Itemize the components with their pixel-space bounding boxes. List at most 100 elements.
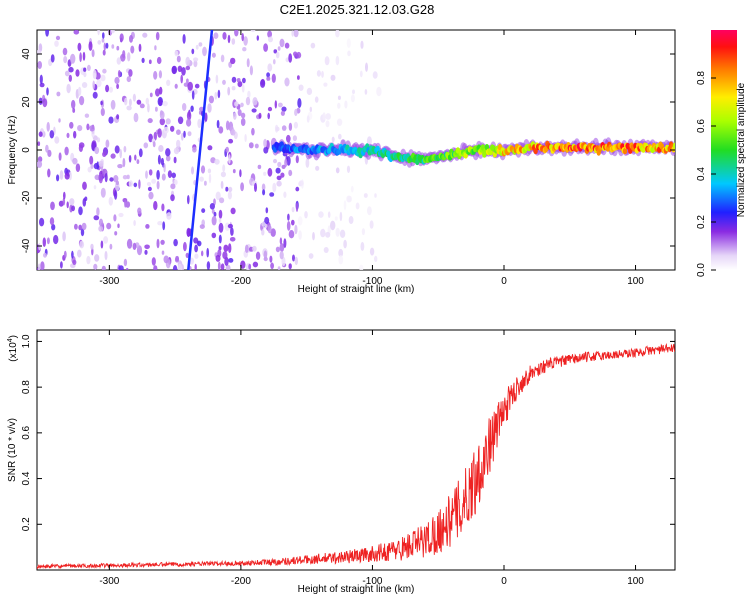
spectrogram-cell — [275, 167, 281, 174]
spectrogram-cell — [225, 264, 231, 270]
spectrogram-cell — [291, 206, 295, 213]
spectrogram-cell — [338, 255, 344, 265]
snr-scale-suffix: ) — [8, 335, 19, 338]
spectrogram-cell — [292, 135, 297, 142]
spectrogram-cell — [227, 34, 231, 44]
colorbar-tick-label: 0.4 — [696, 167, 707, 181]
spectrogram-cell — [294, 224, 298, 235]
spectrogram-cell — [176, 139, 181, 148]
spectrogram-cell — [193, 237, 199, 244]
spectrogram-cell — [225, 146, 229, 153]
spectrogram-cell — [257, 164, 262, 170]
spectrogram-cell — [323, 82, 328, 87]
spectrogram-cell — [128, 98, 132, 107]
spectrogram-cell — [218, 209, 223, 219]
spectrogram-cell — [227, 223, 233, 229]
spectrogram-cell — [225, 186, 229, 192]
spectrogram-cell — [122, 157, 126, 168]
spectrogram-cell — [96, 207, 100, 217]
spectrogram-cell — [309, 106, 312, 112]
spectrogram-cell — [305, 158, 310, 168]
spectrogram-cell — [170, 125, 175, 132]
spectrogram-cell — [194, 263, 197, 270]
y-tick-label: 0.4 — [21, 471, 32, 485]
spectrogram-cell — [157, 221, 163, 226]
spectrogram-cell — [173, 238, 178, 247]
y-tick-label: 0.6 — [21, 425, 32, 439]
spectrogram-cell — [71, 99, 76, 109]
spectrogram-cell — [87, 166, 92, 173]
spectrogram-cell — [279, 251, 284, 260]
spectrogram-cell — [37, 141, 41, 146]
spectrogram-cell — [254, 143, 259, 149]
spectrogram-cell — [161, 250, 165, 255]
y-tick-label: -20 — [21, 190, 32, 205]
spectrogram-cell — [298, 84, 304, 91]
spectrogram-cell — [92, 91, 98, 99]
spectrogram-cell — [171, 172, 176, 179]
spectrogram-cell — [84, 196, 88, 202]
spectrogram-cell — [248, 142, 254, 149]
spectrogram-cell — [98, 218, 104, 227]
spectrogram-cell — [185, 252, 189, 258]
spectrogram-cell — [267, 167, 273, 177]
spectrogram-cell — [127, 52, 131, 62]
spectrogram-cell — [239, 169, 242, 178]
spectrogram-cell — [93, 215, 100, 221]
spectrogram-cell — [153, 70, 158, 80]
spectrogram-cell — [130, 45, 135, 54]
spectrogram-cell — [294, 108, 298, 117]
colorbar-tick-label: 0.2 — [696, 215, 707, 229]
spectrogram-cell — [266, 72, 270, 78]
spectrogram-cell — [46, 237, 50, 245]
spectrogram-cell — [194, 83, 200, 89]
spectrogram-cell — [277, 266, 281, 270]
spectrogram-cell — [98, 160, 104, 167]
spectrogram-cell — [225, 120, 230, 131]
spectrogram-cell — [208, 173, 212, 184]
spectrogram-cell — [287, 213, 290, 221]
spectrogram-cell — [132, 93, 136, 102]
snr-panel: -300 -200 -100 0 100 0.2 0.4 0.6 0.8 1.0 Height o… — [7, 329, 676, 595]
spectrogram-cell — [275, 126, 280, 132]
spectrogram-cell — [154, 45, 157, 51]
spectrogram-cell — [193, 57, 199, 62]
spectrogram-cell — [102, 49, 106, 56]
spectrogram-cell — [264, 216, 270, 225]
spectrogram-cell — [199, 176, 204, 182]
spectrogram-cell — [228, 154, 231, 164]
spectrogram-cell — [86, 123, 90, 131]
spectrogram-cell — [45, 30, 49, 37]
spectrogram-cell — [72, 259, 77, 265]
spectrogram-cell — [49, 217, 55, 226]
spectrogram-cell — [222, 32, 227, 40]
spectrogram-cell — [278, 102, 283, 108]
spectrogram-cell — [69, 121, 74, 129]
spectrogram-cell — [159, 118, 165, 126]
spectrogram-cell — [195, 44, 199, 50]
spectrogram-cell — [306, 87, 313, 95]
spectrogram-ylabel: Frequency (Hz) — [7, 116, 18, 185]
spectrogram-cell — [262, 189, 266, 196]
spectrogram-cell — [374, 193, 377, 198]
spectrogram-cell — [155, 31, 160, 41]
spectrogram-cell — [347, 50, 351, 57]
spectrogram-cell — [244, 244, 249, 253]
spectrogram-cell — [148, 133, 153, 143]
spectrogram-cell — [111, 30, 115, 34]
spectrogram-cell — [337, 95, 341, 101]
spectrogram-cell — [56, 91, 61, 97]
y-tick-label: 0.2 — [21, 517, 32, 531]
spectrogram-cell — [128, 69, 133, 77]
spectrogram-cell — [360, 40, 364, 49]
spectrogram-cell — [271, 73, 276, 84]
spectrogram-cell — [182, 103, 187, 111]
spectrogram-cell — [66, 201, 69, 209]
spectrogram-cell — [233, 112, 237, 120]
spectrogram-cell — [265, 207, 269, 214]
spectrogram-cell — [49, 130, 55, 139]
spectrogram-cell — [272, 182, 277, 193]
spectrogram-cell — [217, 89, 221, 99]
spectrogram-cell — [330, 74, 336, 81]
spectrogram-cell — [62, 231, 66, 242]
